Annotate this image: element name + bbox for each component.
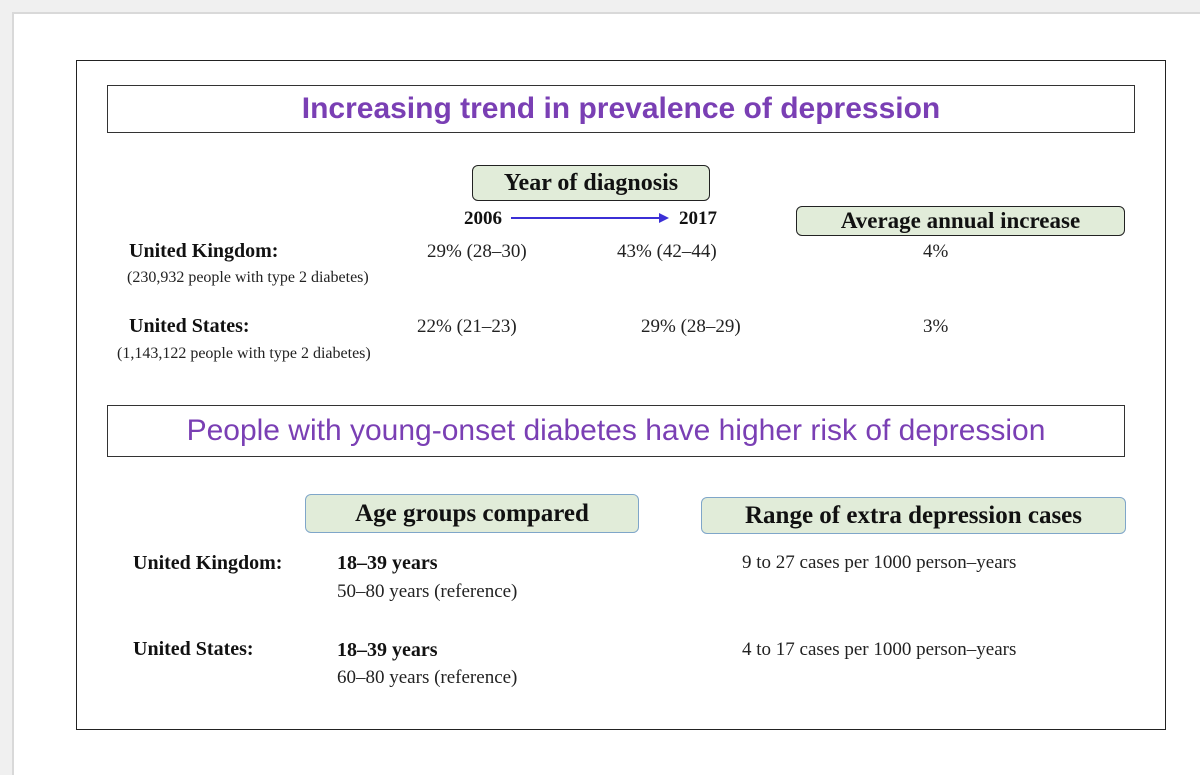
average-annual-increase-header: Average annual increase bbox=[796, 206, 1125, 236]
s1-uk-increase-value: 4% bbox=[923, 241, 949, 262]
s1-us-2017-value: 29% (28–29) bbox=[641, 316, 741, 337]
year-arrow-icon bbox=[511, 213, 669, 223]
s1-us-increase-value: 3% bbox=[923, 316, 949, 337]
s1-us-country: United States: bbox=[129, 315, 250, 337]
section2-title: People with young-onset diabetes have hi… bbox=[186, 414, 1046, 447]
range-extra-cases-label: Range of extra depression cases bbox=[745, 501, 1082, 529]
page-canvas: Increasing trend in prevalence of depres… bbox=[12, 12, 1200, 775]
average-annual-increase-label: Average annual increase bbox=[840, 208, 1081, 233]
s2-us-age-reference: 60–80 years (reference) bbox=[337, 667, 518, 688]
section1-title: Increasing trend in prevalence of depres… bbox=[301, 92, 941, 125]
s2-uk-age-reference: 50–80 years (reference) bbox=[337, 581, 518, 602]
s2-us-age-primary: 18–39 years bbox=[337, 639, 438, 661]
s2-us-range: 4 to 17 cases per 1000 person–years bbox=[742, 639, 1017, 660]
s1-us-note: (1,143,122 people with type 2 diabetes) bbox=[117, 345, 371, 362]
s1-us-2006-value: 22% (21–23) bbox=[417, 316, 517, 337]
year-of-diagnosis-label: Year of diagnosis bbox=[503, 169, 679, 196]
s1-uk-country: United Kingdom: bbox=[129, 240, 279, 262]
s1-uk-2006-value: 29% (28–30) bbox=[427, 241, 527, 262]
s2-uk-age-primary: 18–39 years bbox=[337, 552, 438, 574]
s2-uk-country: United Kingdom: bbox=[133, 552, 283, 574]
s1-uk-note: (230,932 people with type 2 diabetes) bbox=[127, 269, 369, 286]
age-groups-label: Age groups compared bbox=[355, 499, 589, 527]
s2-us-country: United States: bbox=[133, 638, 254, 660]
range-extra-cases-header: Range of extra depression cases bbox=[701, 497, 1126, 534]
age-groups-header: Age groups compared bbox=[305, 494, 639, 533]
section1-title-banner: Increasing trend in prevalence of depres… bbox=[107, 85, 1135, 133]
year-end-label: 2017 bbox=[679, 208, 717, 229]
year-of-diagnosis-header: Year of diagnosis bbox=[472, 165, 710, 201]
section2-title-banner: People with young-onset diabetes have hi… bbox=[107, 405, 1125, 457]
year-start-label: 2006 bbox=[464, 208, 502, 229]
s2-uk-range: 9 to 27 cases per 1000 person–years bbox=[742, 552, 1017, 573]
s1-uk-2017-value: 43% (42–44) bbox=[617, 241, 717, 262]
slide: Increasing trend in prevalence of depres… bbox=[76, 60, 1166, 730]
